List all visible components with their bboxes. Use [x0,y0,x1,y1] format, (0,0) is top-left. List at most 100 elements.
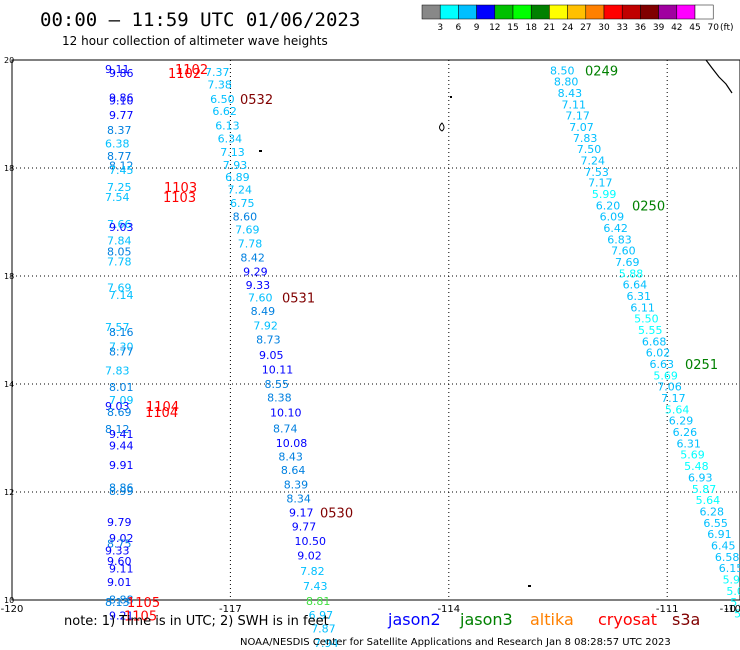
colorbar-swatch [640,4,659,20]
swh-value: 9.01 [107,576,132,589]
swh-value: 9.17 [289,507,314,520]
chart-title: 00:00 — 11:59 UTC 01/06/2023 [40,9,360,31]
swh-value: 6.31 [626,290,651,303]
colorbar-swatch [421,4,441,20]
swh-value: 7.09 [109,394,134,407]
swh-value: 6.91 [707,528,732,541]
satellite-legend: jason2 jason3 altika cryosat s3a [387,610,700,629]
swh-value: 7.92 [253,320,278,333]
colorbar-label: 36 [635,23,647,33]
swh-value: 7.30 [109,341,134,354]
x-tick-label: -111 [656,604,679,615]
swh-value: 9.33 [105,544,130,557]
satellite-altika: altika [530,610,574,629]
swh-value: 8.12 [105,423,130,436]
swh-value: 8.39 [284,478,309,491]
swh-value: 8.50 [550,64,575,77]
swh-value: 9.77 [109,109,134,122]
swh-value: 9.44 [109,440,134,453]
swh-value: 6.58 [715,551,740,564]
swh-value: 10.08 [276,437,308,450]
swh-value: 6.83 [607,233,632,246]
swh-value: 7.78 [107,255,132,268]
pass-time-label: 0251 [685,358,718,373]
swh-value: 6.45 [711,539,736,552]
swh-value: 8.34 [286,492,311,505]
swh-value: 7.24 [227,184,252,197]
colorbar-label: 42 [671,23,682,33]
swh-value: 7.13 [220,146,245,159]
swh-value: 6.29 [669,415,694,428]
swh-value: 9.91 [109,459,134,472]
swh-value: 9.21 [109,610,134,623]
swh-value: 7.45 [109,164,134,177]
swh-value: 5.87 [692,483,717,496]
swh-value: 7.57 [105,321,130,334]
swh-value: 7.83 [573,132,598,145]
coastline [259,59,733,587]
plot-frame [11,59,740,601]
x-tick-label: -120 [1,604,24,615]
swh-value: 5.64 [665,403,690,416]
swh-value: 7.69 [107,281,132,294]
swh-value: 9.86 [109,91,134,104]
pass-time-label: 1104 [145,406,178,421]
footer-note: note: 1) Time is in UTC; 2) SWH is in fe… [64,614,329,629]
satellite-cryosat: cryosat [598,610,657,629]
swh-value: 6.93 [688,471,713,484]
swh-value: 9.02 [297,550,322,563]
swh-value: 8.55 [265,378,290,391]
colorbar-label: 3 [437,23,443,33]
colorbar-label: 33 [616,23,627,33]
colorbar-swatch [658,4,678,20]
pass-time-label: 1102 [168,67,201,82]
swh-value: 5.69 [680,449,705,462]
swh-value: 5.50 [634,313,659,326]
swh-value: 8.49 [251,305,276,318]
footer-credit: NOAA/NESDIS Center for Satellite Applica… [240,637,671,648]
swh-value: 9.86 [109,67,134,80]
swh-value: 9.05 [259,349,284,362]
pass-time-label: 0530 [320,507,353,522]
swh-value: 8.75 [107,537,132,550]
swh-value: 6.62 [212,105,237,118]
swh-value: 7.94 [314,637,339,650]
colorbar-label: 30 [598,23,610,33]
colorbar-label: 70 [707,23,719,33]
pass-time-label: 0250 [632,199,665,214]
colorbar-swatch [676,4,696,20]
pass-time-label: 1104 [146,400,179,415]
swh-value: 5 [734,608,740,621]
swh-value: 6.38 [105,138,130,151]
swh-value: 8.16 [109,326,134,339]
x-tick-label: -108 [725,604,740,615]
colorbar-swatch [694,4,714,20]
swh-value: 8.64 [281,464,306,477]
colorbar-label: 9 [474,23,480,33]
gridlines [12,60,740,600]
swh-value: 9.02 [109,532,134,545]
swh-value: 9.33 [246,279,271,292]
pass-time-label: 0249 [585,64,618,79]
colorbar-label: 12 [489,23,500,33]
swh-value: 9.79 [107,516,132,529]
swh-value: 7.93 [223,159,248,172]
swh-value: 6.26 [673,426,698,439]
swh-value: 6.42 [603,222,628,235]
colorbar-swatch [585,4,605,20]
data-labels: 9.119.869.869.109.778.376.388.778.127.45… [105,63,740,650]
swh-value: 6.50 [210,93,235,106]
swh-value: 6.28 [700,505,725,518]
colorbar-swatch [567,4,587,20]
swh-value: 6.31 [676,437,701,450]
colorbar-label: 45 [689,23,700,33]
swh-value: 7.17 [661,392,686,405]
swh-value: 7.17 [565,110,590,123]
swh-value: 7.50 [577,143,602,156]
pass-time-label: 0532 [240,93,273,108]
swh-value: 6.89 [225,171,250,184]
colorbar-swatch [530,4,550,20]
swh-value: 7.11 [562,98,587,111]
